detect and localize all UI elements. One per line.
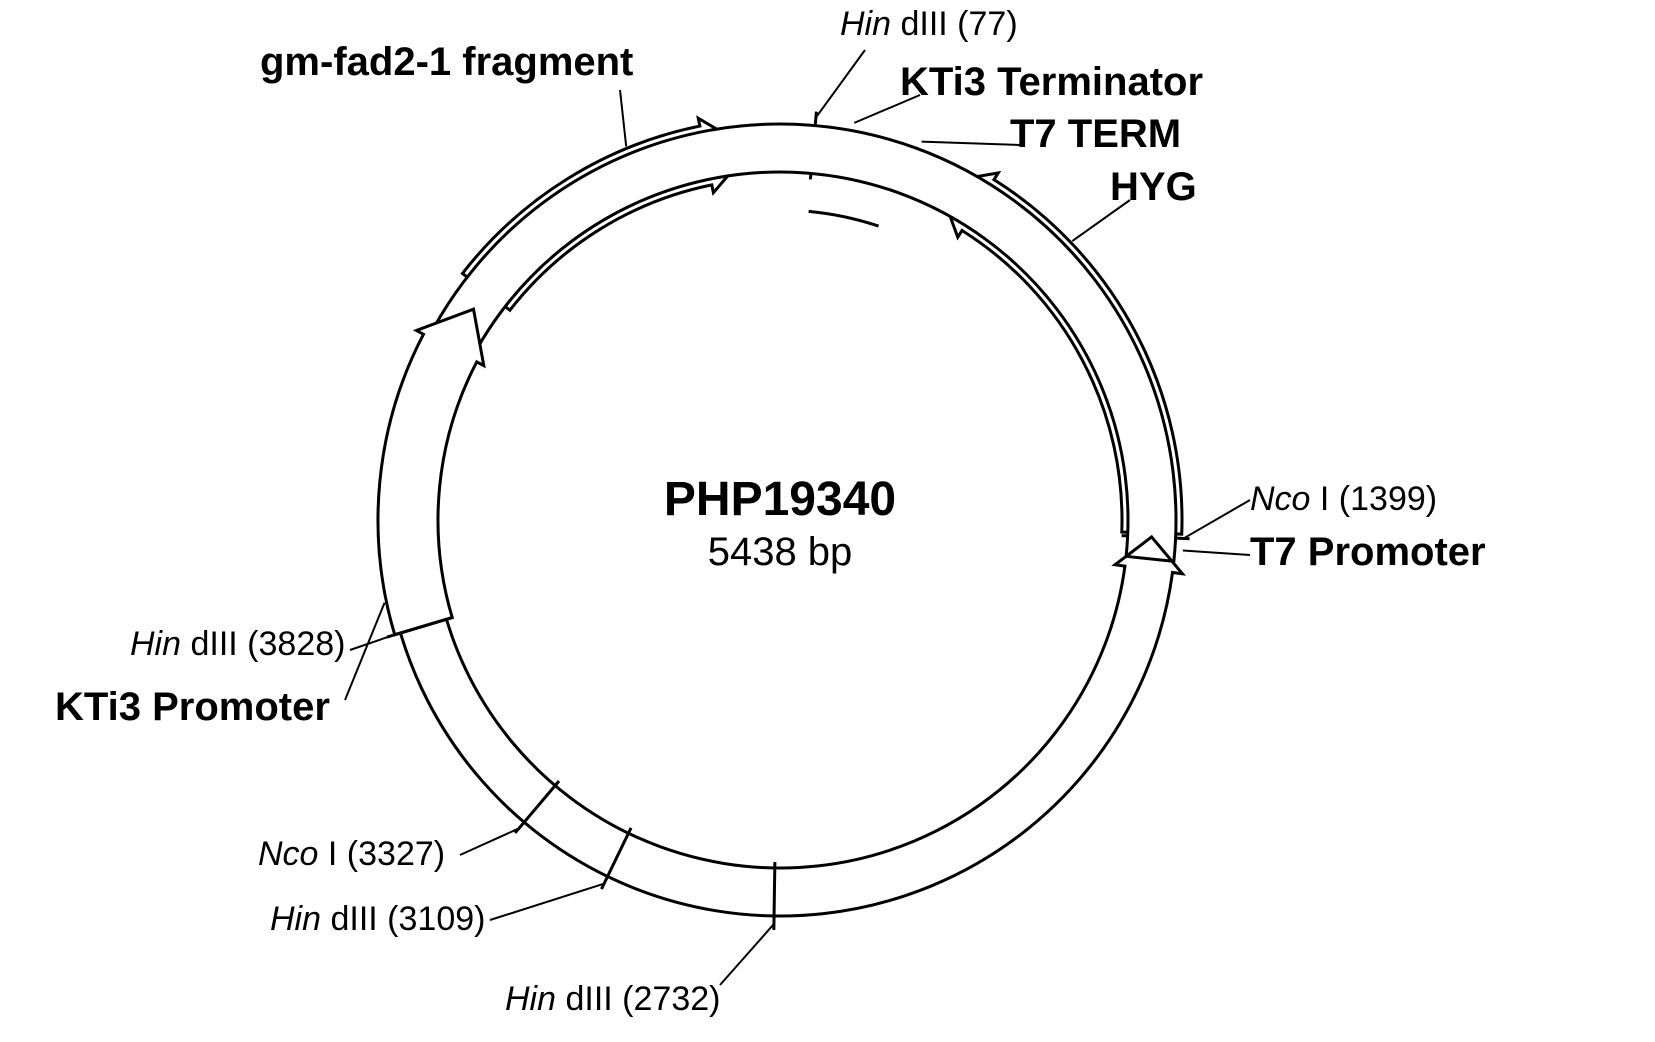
restriction-tick	[774, 862, 775, 930]
feature-label: KTi3 Terminator	[900, 60, 1203, 105]
inner-arc	[809, 211, 879, 226]
leader-line	[460, 828, 519, 855]
leader-line	[720, 924, 774, 985]
leader-line	[620, 90, 626, 146]
feature-arrow	[378, 309, 484, 635]
feature-label: Hin dIII (3109)	[270, 900, 485, 939]
plasmid-svg: PHP193405438 bp	[0, 0, 1655, 1042]
feature-label: T7 Promoter	[1250, 530, 1486, 575]
feature-label: Hin dIII (2732)	[505, 980, 720, 1019]
leader-line	[816, 50, 865, 118]
leader-line	[922, 142, 1020, 145]
feature-label: T7 TERM	[1010, 112, 1181, 157]
leader-line	[345, 603, 385, 700]
plasmid-name: PHP19340	[664, 473, 896, 526]
feature-label: Hin dIII (77)	[840, 5, 1018, 44]
feature-label: gm-fad2-1 fragment	[260, 40, 633, 85]
feature-label: Hin dIII (3828)	[130, 625, 345, 664]
feature-label: Nco I (1399)	[1250, 480, 1437, 519]
feature-label: Nco I (3327)	[258, 835, 445, 874]
leader-line	[490, 884, 604, 920]
plasmid-map: PHP193405438 bp gm-fad2-1 fragment Hin dI…	[0, 0, 1655, 1042]
feature-label: KTi3 Promoter	[55, 685, 330, 730]
plasmid-size: 5438 bp	[708, 530, 853, 574]
leader-line	[1183, 551, 1250, 555]
leader-line	[1184, 500, 1250, 538]
feature-label: HYG	[1110, 165, 1197, 210]
